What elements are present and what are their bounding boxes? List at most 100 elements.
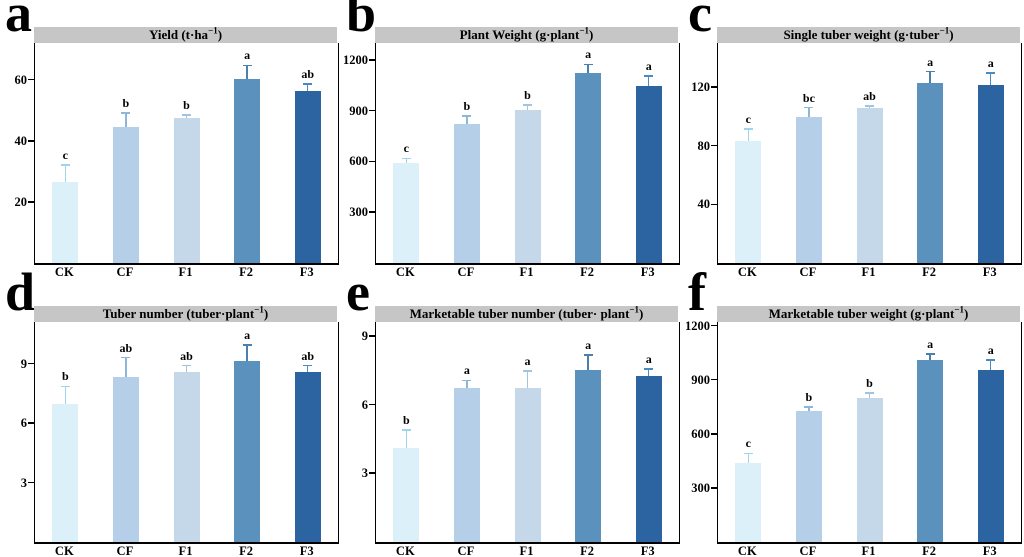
x-category-label: CF	[799, 265, 817, 279]
chart-title-close: )	[639, 306, 644, 321]
x-axis-labels: CK CF F1 F2 F3	[375, 544, 678, 557]
chart-title: Tuber number (tuber·plant−1)	[34, 304, 337, 322]
error-bar-line	[647, 368, 650, 376]
bar-CF	[795, 411, 822, 542]
error-bar-line	[185, 365, 188, 372]
y-tick-label: 120	[691, 80, 710, 94]
x-category-label: CK	[54, 265, 74, 279]
y-tick-label: 600	[349, 154, 368, 169]
chart-title-text: Single tuber weight (g·tuber	[783, 27, 940, 42]
bar-F1	[514, 109, 541, 263]
significance-letter: a	[463, 363, 470, 378]
significance-letter: a	[244, 327, 251, 342]
x-category-label: F1	[861, 544, 876, 557]
x-category-label: F3	[640, 544, 655, 557]
error-bar-cap	[743, 452, 753, 455]
x-category-label: F3	[299, 265, 314, 279]
error-bar-line	[125, 357, 127, 378]
x-axis-labels: CK CF F1 F2 F3	[34, 544, 337, 557]
significance-letter: c	[403, 141, 409, 156]
x-category-label: F2	[922, 544, 937, 557]
error-bar-cap	[121, 112, 131, 115]
error-bar-cap	[865, 105, 874, 107]
x-axis-labels: CK CF F1 F2 F3	[717, 544, 1020, 557]
panel-letter-f: f	[688, 262, 706, 322]
x-category-label: F2	[580, 544, 595, 557]
error-bar-line	[989, 73, 992, 85]
y-tick-label: 9	[20, 356, 27, 371]
y-tick-label: 60	[14, 72, 28, 87]
error-bar-cap	[121, 356, 131, 359]
plot-area: 300 600 900 1200 c b b a a	[343, 43, 680, 265]
error-bar-cap	[523, 103, 532, 106]
error-bar-cap	[303, 83, 313, 86]
bar-F3	[294, 90, 321, 263]
error-bar-line	[587, 355, 589, 371]
error-bar-line	[929, 353, 931, 360]
chart-title: Single tuber weight (g·tuber−1)	[717, 26, 1020, 43]
panel-letter-b: b	[346, 0, 377, 43]
y-tick-mark	[28, 422, 34, 424]
x-category-label: F1	[178, 544, 193, 557]
chart-title-close: )	[949, 27, 954, 42]
bar-CF	[795, 117, 822, 263]
chart-title-superscript: −1	[254, 304, 264, 315]
error-bar-line	[405, 429, 408, 449]
significance-letter: a	[244, 48, 251, 63]
chart-title-text: Yield (t·ha	[148, 27, 209, 42]
chart-title-text: Plant Weight (g·plant	[459, 27, 580, 42]
bar-F1	[856, 108, 883, 263]
error-bar-cap	[401, 157, 411, 160]
error-bar-cap	[303, 364, 313, 367]
plot-wrap: Tuber number (tuber·plant−1) 3 6 9 b ab ab a ab…	[21, 304, 339, 557]
chart-title-close: )	[588, 27, 594, 42]
x-category-label: CK	[54, 544, 74, 557]
significance-letter: c	[62, 147, 68, 162]
significance-letter: b	[524, 87, 531, 102]
plot-area: 20 40 60 c b b a ab	[15, 43, 339, 265]
y-tick-mark	[711, 487, 717, 489]
error-bar-line	[64, 164, 67, 182]
x-category-label: F3	[640, 265, 655, 279]
error-bar-line	[306, 365, 309, 372]
y-tick-mark	[369, 59, 375, 61]
error-bar-cap	[865, 392, 874, 395]
chart-title-superscript: −1	[629, 304, 640, 315]
significance-letter: b	[122, 96, 130, 111]
subplot-c: c Single tuber weight (g·tuber−1) 40 80 12…	[683, 0, 1024, 279]
x-category-label: CK	[737, 544, 757, 557]
x-category-label: CK	[395, 265, 415, 279]
chart-title-text: Tuber number (tuber·plant	[102, 306, 255, 321]
error-bar-line	[246, 344, 248, 361]
significance-letter: bc	[802, 90, 815, 105]
error-bar-line	[587, 64, 589, 74]
significance-letter: c	[745, 436, 751, 451]
x-category-label: F3	[982, 544, 997, 557]
error-bar-line	[466, 115, 468, 124]
plot-wrap: Plant Weight (g·plant−1) 300 600 900 1200 c b…	[343, 26, 680, 279]
significance-letter: ab	[301, 67, 315, 82]
y-tick-label: 3	[20, 475, 27, 490]
x-category-label: F1	[519, 544, 534, 557]
error-bar-line	[185, 114, 188, 118]
bar-F3	[635, 375, 662, 542]
error-bar-line	[868, 106, 871, 109]
error-bar-cap	[743, 128, 753, 130]
error-bar-cap	[986, 359, 996, 361]
chart-title-superscript: −1	[954, 304, 965, 315]
significance-letter: a	[585, 338, 592, 353]
subplot-b: b Plant Weight (g·plant−1) 300 600 900 1200…	[341, 0, 682, 279]
bar-F1	[173, 117, 200, 263]
y-tick-label: 1200	[685, 318, 710, 333]
plot-area: 300 600 900 1200 c b b a a	[685, 320, 1022, 544]
error-bar-cap	[644, 368, 654, 370]
y-tick-label: 40	[697, 197, 711, 212]
bar-CF	[453, 388, 480, 542]
significance-letter: b	[866, 376, 873, 391]
error-bar-line	[64, 386, 67, 405]
error-bar-cap	[462, 379, 472, 382]
significance-letter: a	[524, 354, 531, 369]
significance-letter: b	[183, 97, 190, 112]
error-bar-line	[405, 158, 408, 164]
